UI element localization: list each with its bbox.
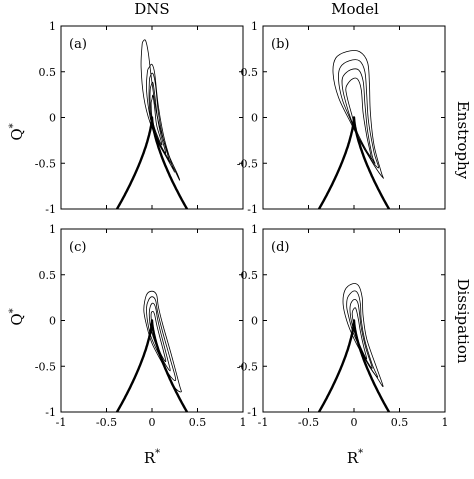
ylabel-bottom: Q* [8,308,26,325]
vieillefosse-line [115,116,189,209]
contour-line-1 [342,283,384,388]
svg-text:Q*: Q* [8,308,26,325]
xlabel-left: R* [144,448,160,467]
x-tick-label: 1 [442,416,449,429]
contour-line-4 [351,307,368,360]
row-label-dissipation: Dissipation [454,278,472,363]
x-tick-label: -0.5 [298,416,319,429]
contour-line-2 [146,63,175,173]
x-tick-label: -0.5 [96,416,117,429]
x-tick-label: -1 [56,416,67,429]
ylabel-top: Q* [8,123,26,140]
y-tick-label: 0 [49,315,56,328]
y-tick-label: -1 [247,203,258,216]
ylabel-bottom-star: * [8,308,19,313]
y-tick-label: 1 [49,20,56,33]
y-tick-label: 0 [251,315,258,328]
x-tick-label: 0 [149,416,156,429]
contour-line-3 [148,302,171,372]
xlabel-right-text: R [347,449,359,467]
column-title-dns: DNS [134,0,169,18]
contour-line-3 [341,68,376,164]
y-tick-label: -0.5 [35,157,56,170]
vieillefosse-line [115,319,189,412]
y-tick-label: -0.5 [237,157,258,170]
contour-line-1 [143,290,182,393]
panel-label: (b) [271,37,289,52]
y-tick-label: 1 [251,223,258,236]
xlabel-left-star: * [155,448,160,459]
y-tick-label: -0.5 [237,360,258,373]
xlabel-right-star: * [358,448,363,459]
panel-label: (c) [69,240,86,255]
contour-line-3 [148,72,170,163]
panel-1: 1 0.5 0 -0.5 -1 (a) [35,20,244,216]
contour-line-3 [349,298,373,369]
y-tick-label: 0.5 [241,269,259,282]
y-tick-label: 0.5 [39,269,57,282]
y-tick-label: -0.5 [35,360,56,373]
ylabel-bottom-text: Q [8,313,26,325]
contour-line-4 [345,77,372,160]
contour-line-1 [332,50,384,179]
y-tick-label: 0.5 [39,66,57,79]
y-tick-label: -1 [45,203,56,216]
xlabel-left-text: R [144,449,156,467]
plot-area [115,290,189,412]
plot-area [115,39,189,209]
x-tick-label: 0 [351,416,358,429]
y-tick-label: -1 [247,406,258,419]
plot-area [317,283,391,412]
y-tick-label: -1 [45,406,56,419]
contour-line-5 [150,94,163,146]
contour-line-2 [346,290,379,378]
contour-line-2 [146,296,177,381]
svg-text:Q*: Q* [8,123,26,140]
plot-area [317,50,391,209]
y-tick-label: 0 [251,112,258,125]
panel-label: (a) [69,37,87,52]
panel-3: 1 0.5 0 -0.5 -1-1 -0.5 0 0.5 1 (c) [35,223,247,429]
x-tick-label: 1 [240,416,247,429]
y-tick-label: 0 [49,112,56,125]
x-tick-label: -1 [258,416,269,429]
vieillefosse-line [317,116,391,209]
ylabel-top-text: Q [8,128,26,140]
y-tick-label: 0.5 [241,66,259,79]
panel-label: (d) [271,240,289,255]
x-tick-label: 0.5 [391,416,409,429]
y-tick-label: 1 [49,223,56,236]
xlabel-right: R* [347,448,363,467]
contour-line-4 [150,310,167,363]
panel-4: 1 0.5 0 -0.5 -1-1 -0.5 0 0.5 1 (d) [237,223,449,429]
panel-2: 1 0.5 0 -0.5 -1 (b) [237,20,446,216]
row-label-enstrophy: Enstrophy [454,101,472,180]
contour-line-1 [140,39,181,181]
contour-line-2 [338,59,380,169]
panels: 10.50-0.5-1(a)10.50-0.5-1(b)10.50-0.5-1-… [35,20,449,429]
contour-line-4 [149,81,167,154]
vieillefosse-line [317,319,391,412]
y-tick-label: 1 [251,20,258,33]
x-tick-label: 0.5 [189,416,207,429]
ylabel-top-star: * [8,123,19,128]
column-title-model: Model [331,0,379,18]
